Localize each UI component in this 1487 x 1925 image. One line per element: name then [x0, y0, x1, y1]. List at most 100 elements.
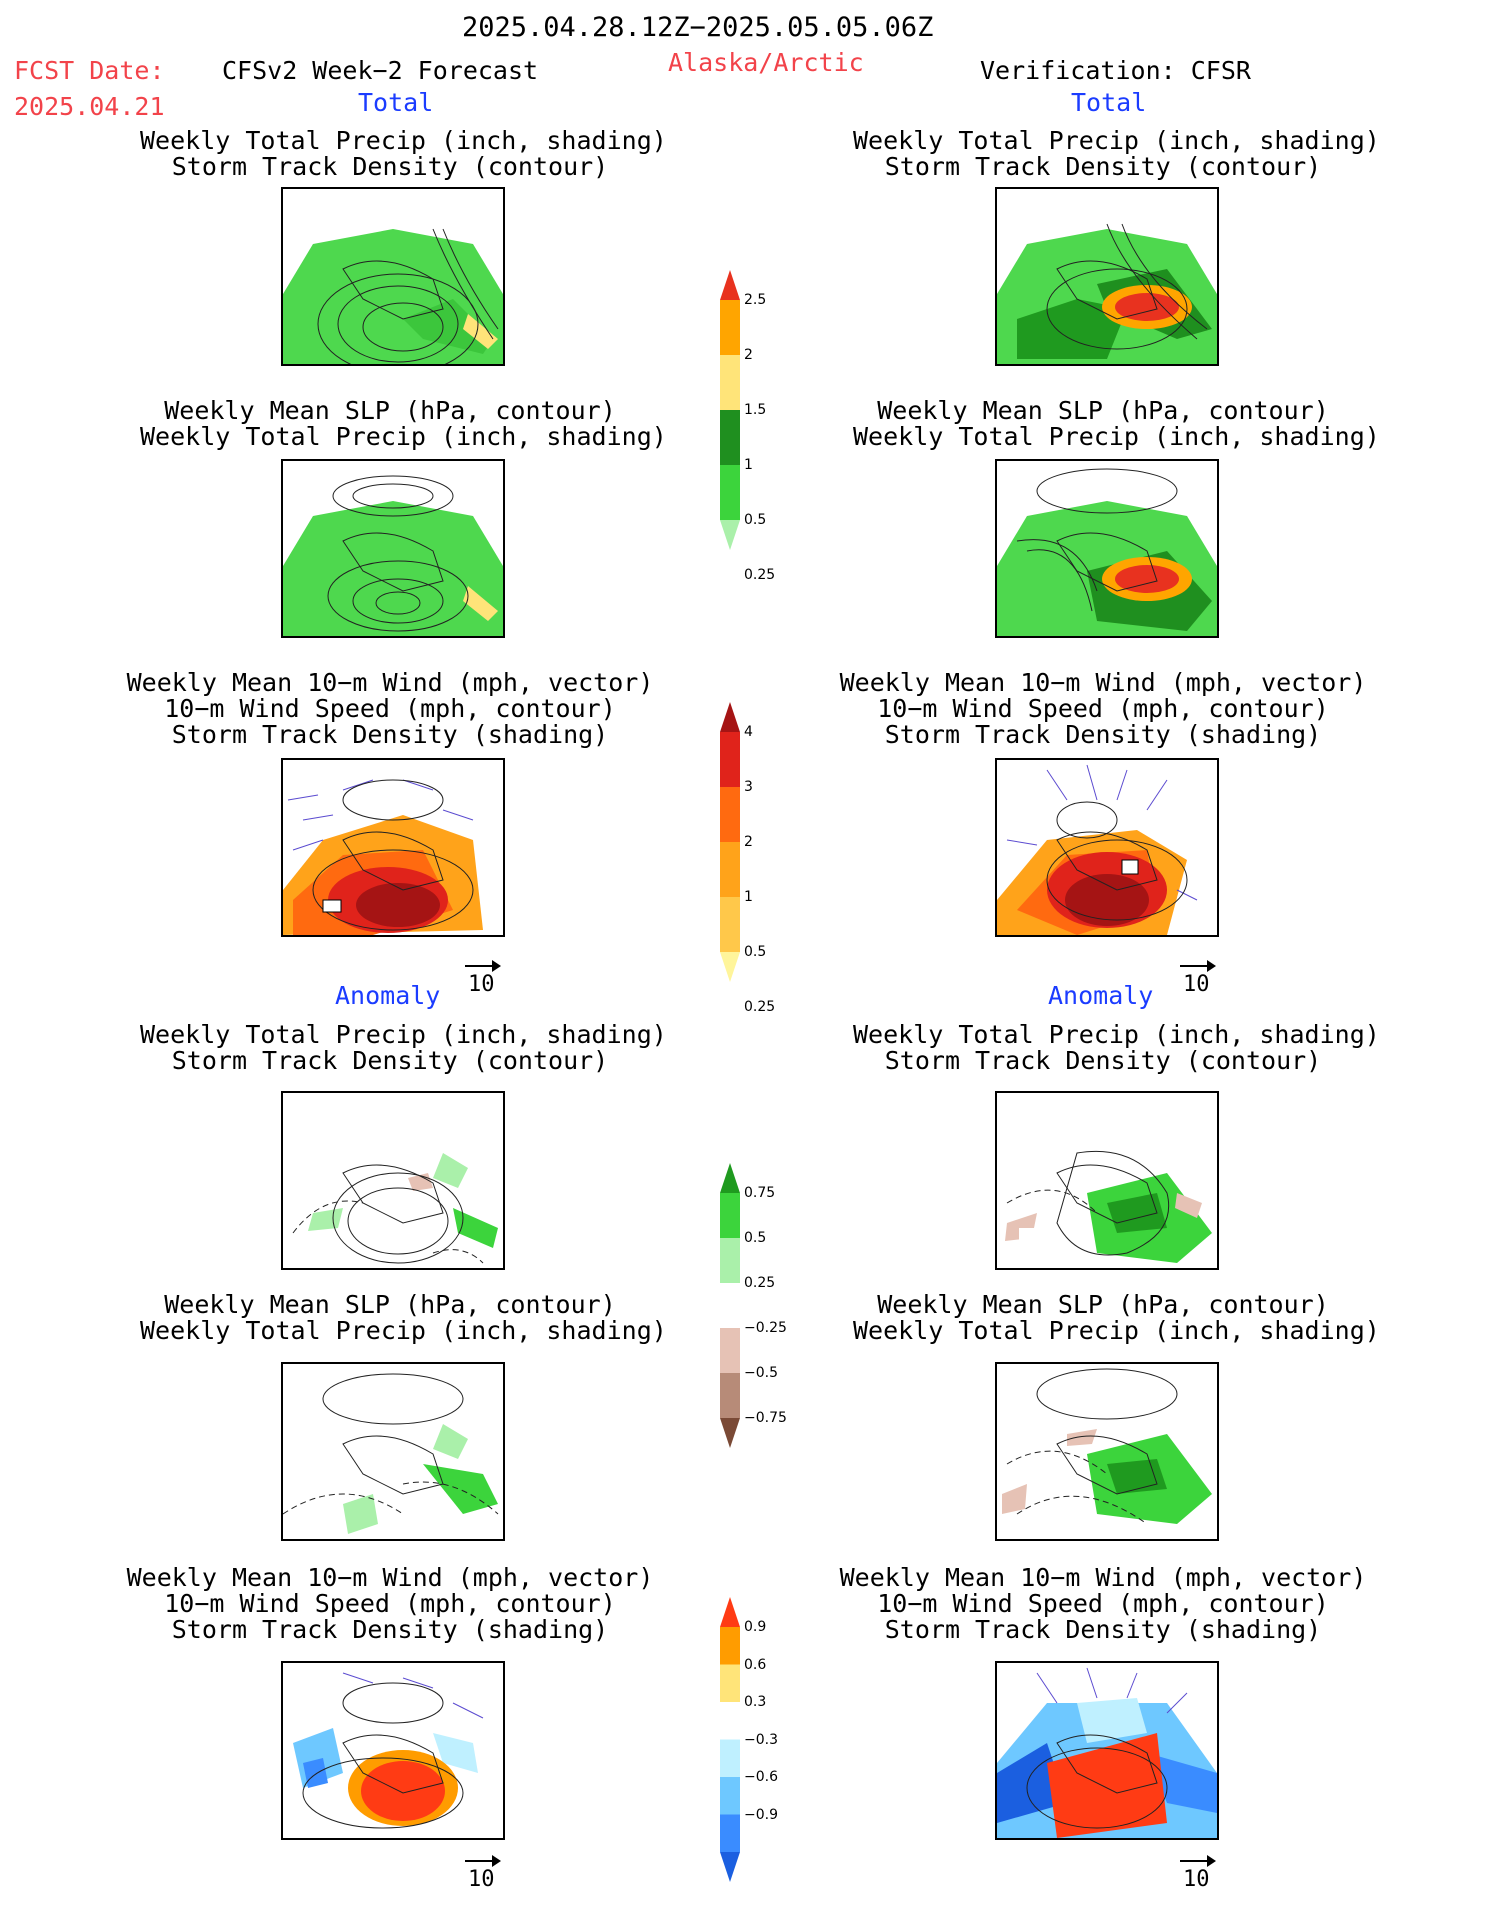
colorbar-tick-label: −0.3 [744, 1731, 778, 1748]
colorbar-segment [720, 1664, 740, 1702]
colorbar-segment [720, 1328, 740, 1373]
colorbar-storm-anom: 0.9 0.6 0.3 −0.3 −0.6 −0.9 [720, 1597, 790, 1882]
section-anomaly-right: Anomaly [1048, 981, 1154, 1010]
title-slp-precip-anom-fcst: Weekly Mean SLP (hPa, contour) Weekly To… [140, 1290, 667, 1345]
verification-title: Verification: CFSR [980, 56, 1251, 85]
map-wind-storm-anom-verif [995, 1661, 1219, 1840]
colorbar-segment [720, 1852, 740, 1882]
colorbar-tick-label: 4 [744, 724, 753, 740]
colorbar-svg [720, 1163, 740, 1448]
colorbar-segment [720, 270, 740, 300]
map-precip-storm-anom-verif [995, 1091, 1219, 1270]
title-precip-storm-total-verif: Weekly Total Precip (inch, shading) Stor… [853, 126, 1380, 181]
colorbar-segment [720, 1814, 740, 1852]
colorbar-segment [720, 1418, 740, 1448]
colorbar-segment [720, 355, 740, 410]
fcst-date-label: FCST Date: [14, 56, 165, 85]
colorbar-tick-label: −0.6 [744, 1769, 778, 1785]
colorbar-tick-label: 1 [744, 457, 753, 473]
colorbar-segment [720, 702, 740, 732]
colorbar-segment [720, 1238, 740, 1283]
colorbar-tick-label: 0.75 [744, 1185, 776, 1201]
map-precip-storm-total-verif [995, 187, 1219, 366]
colorbar-segment [720, 1702, 740, 1740]
colorbar-segment [720, 1777, 740, 1815]
colorbar-tick-label: 0.25 [744, 999, 776, 1015]
colorbar-segment [720, 787, 740, 842]
title-wind-storm-total-fcst: Weekly Mean 10−m Wind (mph, vector) 10−m… [126, 668, 654, 749]
colorbar-tick-label: −0.75 [744, 1410, 787, 1426]
colorbar-tick-label: −0.9 [744, 1806, 778, 1823]
title-precip-storm-anom-verif: Weekly Total Precip (inch, shading) Stor… [853, 1020, 1380, 1075]
map-wind-storm-anom-fcst [281, 1661, 505, 1840]
colorbar-segment [720, 410, 740, 465]
colorbar-segment [720, 520, 740, 550]
colorbar-svg [720, 270, 740, 550]
title-slp-precip-anom-verif: Weekly Mean SLP (hPa, contour) Weekly To… [853, 1290, 1380, 1345]
title-wind-storm-anom-fcst: Weekly Mean 10−m Wind (mph, vector) 10−m… [126, 1563, 654, 1644]
colorbar-tick-label: 2 [744, 347, 753, 363]
colorbar-tick-label: 0.9 [744, 1619, 767, 1635]
colorbar-tick-label: 0.5 [744, 944, 767, 960]
vector-ref-label: 10 [1183, 1867, 1210, 1892]
vector-ref-label: 10 [468, 972, 495, 997]
map-slp-precip-anom-fcst [281, 1362, 505, 1541]
model-title: CFSv2 Week−2 Forecast [222, 56, 539, 85]
title-precip-storm-anom-fcst: Weekly Total Precip (inch, shading) Stor… [140, 1020, 667, 1075]
vector-ref-label: 10 [1183, 972, 1210, 997]
colorbar-segment [720, 732, 740, 787]
colorbar-storm-total: 4 3 2 1 0.5 0.25 [720, 702, 790, 1015]
colorbar-tick-label: −0.25 [744, 1320, 787, 1336]
vector-ref-arrow [1180, 960, 1216, 972]
colorbar-segment [720, 842, 740, 897]
region-title: Alaska/Arctic [668, 48, 864, 77]
title-slp-precip-total-verif: Weekly Mean SLP (hPa, contour) Weekly To… [853, 396, 1380, 451]
colorbar-segment [720, 1193, 740, 1238]
colorbar-tick-label: 1.5 [744, 402, 767, 418]
colorbar-segment [720, 952, 740, 982]
colorbar-tick-label: 0.5 [744, 1230, 767, 1246]
colorbar-segment [720, 1163, 740, 1193]
vector-ref-arrow [465, 960, 501, 972]
colorbar-precip-anom: 0.75 0.5 0.25 −0.25 −0.5 −0.75 [720, 1163, 790, 1448]
colorbar-tick-label: −0.5 [744, 1365, 778, 1381]
colorbar-tick-label: 0.25 [744, 1275, 776, 1291]
map-slp-precip-anom-verif [995, 1362, 1219, 1541]
colorbar-segment [720, 1597, 740, 1627]
colorbar-tick-label: 0.6 [744, 1656, 767, 1673]
colorbar-segment [720, 1627, 740, 1665]
fcst-date-value: 2025.04.21 [14, 92, 165, 121]
map-precip-storm-anom-fcst [281, 1091, 505, 1270]
map-wind-storm-total-fcst [281, 758, 505, 937]
section-total-left: Total [358, 88, 434, 117]
colorbar-segment [720, 465, 740, 520]
map-precip-storm-total-fcst [281, 187, 505, 366]
title-precip-storm-total-fcst: Weekly Total Precip (inch, shading) Stor… [140, 126, 667, 181]
section-anomaly-left: Anomaly [335, 981, 441, 1010]
colorbar-segment [720, 1283, 740, 1328]
colorbar-segment [720, 1739, 740, 1777]
colorbar-tick-label: 2 [744, 834, 753, 850]
colorbar-svg [720, 702, 740, 982]
colorbar-segment [720, 300, 740, 355]
map-slp-precip-total-fcst [281, 459, 505, 638]
title-wind-storm-anom-verif: Weekly Mean 10−m Wind (mph, vector) 10−m… [839, 1563, 1367, 1644]
title-wind-storm-total-verif: Weekly Mean 10−m Wind (mph, vector) 10−m… [839, 668, 1367, 749]
colorbar-tick-label: 1 [744, 889, 753, 905]
period-title: 2025.04.28.12Z−2025.05.05.06Z [462, 12, 934, 43]
map-wind-storm-total-verif [995, 758, 1219, 937]
colorbar-tick-label: 0.3 [744, 1694, 767, 1710]
colorbar-tick-label: 0.5 [744, 512, 767, 528]
title-slp-precip-total-fcst: Weekly Mean SLP (hPa, contour) Weekly To… [140, 396, 667, 451]
colorbar-tick-label: 0.25 [744, 567, 776, 583]
section-total-right: Total [1071, 88, 1147, 117]
vector-ref-arrow [465, 1855, 501, 1867]
vector-ref-arrow [1180, 1855, 1216, 1867]
colorbar-segment [720, 1373, 740, 1418]
colorbar-tick-label: 2.5 [744, 292, 767, 308]
vector-ref-label: 10 [468, 1867, 495, 1892]
colorbar-tick-label: 3 [744, 779, 753, 795]
map-slp-precip-total-verif [995, 459, 1219, 638]
colorbar-segment [720, 897, 740, 952]
colorbar-precip-total: 2.5 2 1.5 1 0.5 0.25 [720, 270, 790, 583]
